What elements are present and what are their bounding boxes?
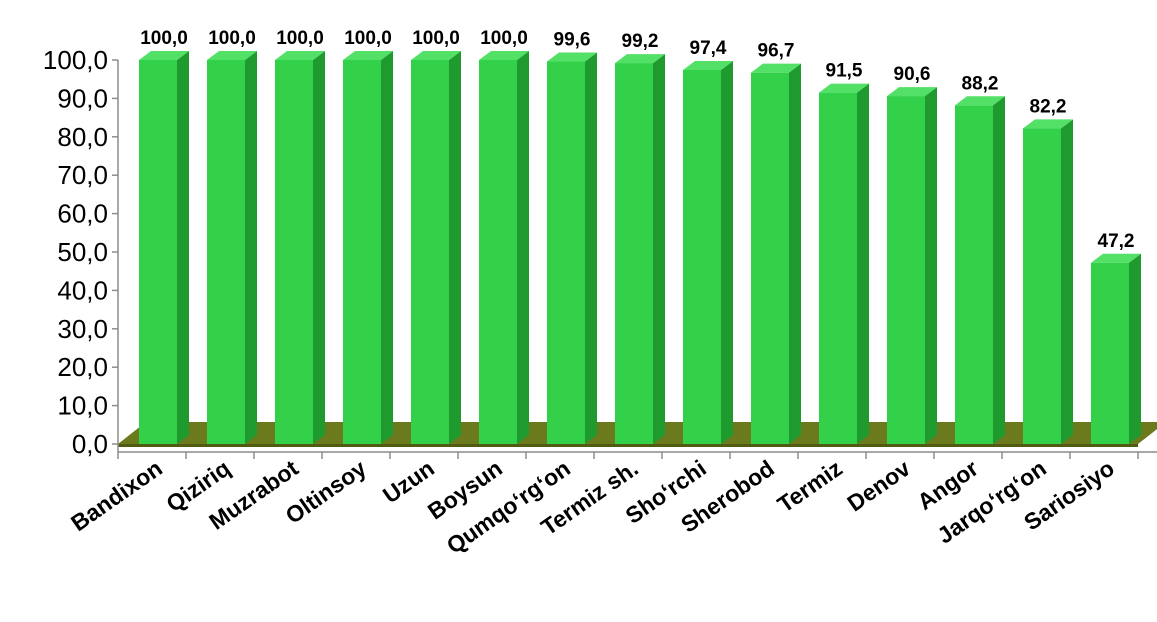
bar-top <box>207 51 257 60</box>
bar <box>615 54 665 445</box>
y-tick-label: 10,0 <box>57 391 108 421</box>
bar-front <box>751 72 789 444</box>
bar-side <box>789 63 801 445</box>
y-tick-label: 60,0 <box>57 199 108 229</box>
bar <box>683 60 733 444</box>
bar-top <box>275 51 325 60</box>
bar-side <box>925 87 937 444</box>
y-tick-label: 80,0 <box>57 122 108 152</box>
bar <box>411 51 461 444</box>
y-tick-label: 90,0 <box>57 83 108 113</box>
floor-front <box>118 444 1138 447</box>
bar-front <box>819 92 857 444</box>
bar <box>1023 119 1073 445</box>
bar-top <box>139 51 189 60</box>
y-tick-label: 20,0 <box>57 352 108 382</box>
bar-front <box>411 60 449 444</box>
data-labels: 100,0 100,0 100,0 100,0 100,0 100,0 99,6 99,2 97… <box>140 28 1134 252</box>
bar-top <box>683 60 733 70</box>
data-label: 88,2 <box>962 73 999 94</box>
bar-top <box>751 63 801 73</box>
bar-top <box>343 51 393 60</box>
y-tick-label: 40,0 <box>57 275 108 305</box>
data-label: 100,0 <box>276 28 324 49</box>
bar-front <box>1023 128 1061 445</box>
x-tick-label: Denov <box>842 455 915 517</box>
bar <box>275 51 325 444</box>
data-label: 90,6 <box>894 64 931 85</box>
bar-top <box>411 51 461 60</box>
bar-front <box>615 63 653 445</box>
bar-top <box>1091 253 1141 263</box>
bar-front <box>887 96 925 444</box>
bar-side <box>721 60 733 444</box>
bar <box>1091 253 1141 444</box>
bar-front <box>547 61 585 444</box>
bar-front <box>275 60 313 444</box>
data-label: 97,4 <box>690 38 727 59</box>
x-tick-label: Bandixon <box>66 455 167 536</box>
data-label: 96,7 <box>758 41 795 62</box>
bar-side <box>653 54 665 445</box>
bar <box>207 51 257 444</box>
data-label: 99,2 <box>622 31 659 52</box>
y-tick-label: 70,0 <box>57 160 108 190</box>
bar-top <box>887 87 937 97</box>
bar-front <box>479 60 517 444</box>
bar <box>343 51 393 444</box>
bar-top <box>819 83 869 93</box>
bar-front <box>139 60 177 444</box>
bar <box>955 96 1005 444</box>
bar-side <box>857 83 869 444</box>
bar-top <box>479 51 529 60</box>
bar <box>751 63 801 445</box>
bar-front <box>683 69 721 444</box>
y-tick-label: 50,0 <box>57 237 108 267</box>
data-label: 100,0 <box>140 28 188 49</box>
bar-top <box>955 96 1005 106</box>
bar-top <box>615 54 665 64</box>
y-tick-label: 100,0 <box>43 45 108 75</box>
bar-side <box>517 51 529 444</box>
bar-side <box>993 96 1005 444</box>
bar-top <box>1023 119 1073 129</box>
data-label: 100,0 <box>208 28 256 49</box>
bar-front <box>955 105 993 444</box>
bar-side <box>245 51 257 444</box>
x-tick-label: Termiz <box>773 455 847 518</box>
bar-side <box>381 51 393 444</box>
y-axis-tick-labels: 0,0 10,0 20,0 30,0 40,0 50,0 60,0 70,0 80,0 90,0 1… <box>43 45 108 459</box>
bar-series <box>139 51 1141 445</box>
bar-side <box>1061 119 1073 445</box>
bar-side <box>177 51 189 444</box>
data-label: 100,0 <box>480 28 528 49</box>
bar-side <box>1129 253 1141 444</box>
bar-side <box>313 51 325 444</box>
bar <box>887 87 937 444</box>
bar-top <box>547 52 597 62</box>
bar <box>819 83 869 444</box>
data-label: 91,5 <box>826 61 863 82</box>
bar-front <box>1091 262 1129 444</box>
bar-front <box>207 60 245 444</box>
y-tick-label: 30,0 <box>57 314 108 344</box>
bar <box>547 52 597 444</box>
data-label: 99,6 <box>554 30 591 51</box>
bar-side <box>585 52 597 444</box>
data-label: 100,0 <box>344 28 392 49</box>
bar <box>139 51 189 444</box>
y-tick-label: 0,0 <box>72 429 108 459</box>
data-label: 100,0 <box>412 28 460 49</box>
data-label: 47,2 <box>1098 231 1135 252</box>
bar-side <box>449 51 461 444</box>
bar <box>479 51 529 444</box>
chart-axes <box>112 59 1157 459</box>
data-label: 82,2 <box>1030 96 1067 117</box>
bar-front <box>343 60 381 444</box>
